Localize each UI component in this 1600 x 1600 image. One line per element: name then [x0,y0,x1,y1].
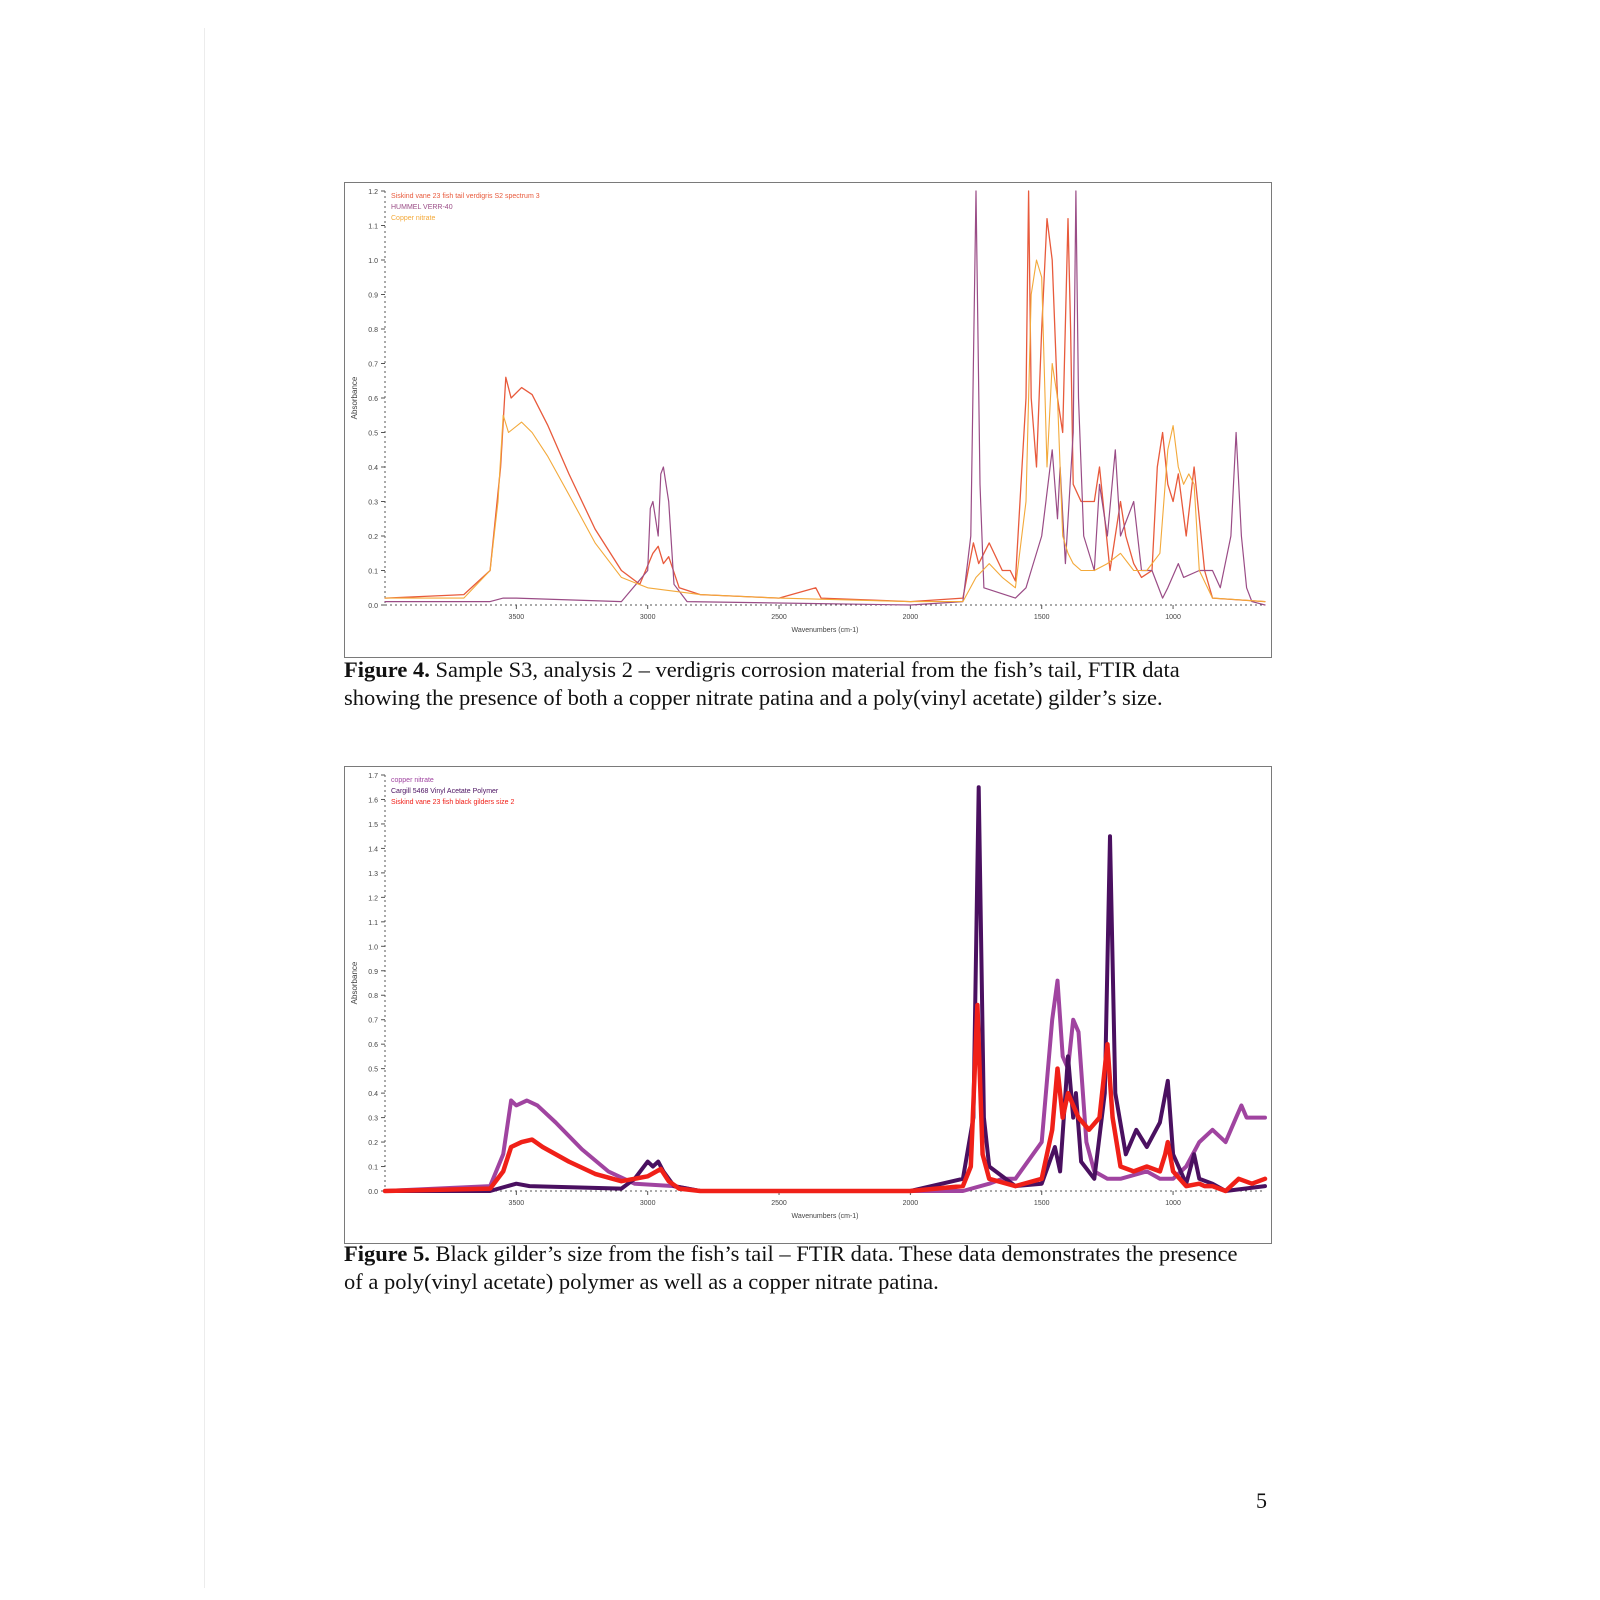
fig5-y-tick-label: 1.2 [368,895,378,902]
fig4-x-tick-label: 3500 [509,614,525,621]
fig5-series-line-3 [382,1002,1268,1194]
fig4-y-tick-label: 0.1 [368,569,378,576]
fig5-y-tick-label: 1.1 [368,920,378,927]
fig4-legend-entry-3: Copper nitrate [391,215,435,222]
fig5-y-tick-label: 0.7 [368,1018,378,1025]
fig4-x-tick-label: 1000 [1165,614,1181,621]
figure-4-caption-text: Sample S3, analysis 2 – verdigris corros… [344,657,1180,710]
figure-5-chart: 0.0 0.1 0.2 0.3 0.4 0.5 0.6 0.7 0.8 0.9 1.0 1.1 1.2 1… [344,766,1272,1244]
fig4-series-line-2 [384,190,1266,606]
fig5-y-tick-label: 1.6 [368,797,378,804]
fig5-y-tick-label: 0.2 [368,1140,378,1147]
fig5-x-axis-label: Wavenumbers (cm-1) [791,1213,858,1220]
fig4-series-line-1 [384,190,1266,603]
fig4-y-tick-label: 0.0 [368,603,378,610]
fig4-x-axis-label: Wavenumbers (cm-1) [791,627,858,634]
fig5-x-tick-label: 2000 [903,1200,919,1207]
fig5-y-tick-label: 0.4 [368,1091,378,1098]
page-edge-shadow [204,28,205,1588]
fig4-y-tick-label: 0.7 [368,362,378,369]
fig4-y-tick-label: 1.0 [368,258,378,265]
fig5-y-tick-label: 1.7 [368,773,378,780]
fig5-y-tick-label: 0.6 [368,1042,378,1049]
fig5-x-tick-label: 1000 [1165,1200,1181,1207]
figure-4-caption: Figure 4. Sample S3, analysis 2 – verdig… [344,656,1244,712]
fig4-x-tick-label: 3000 [640,614,656,621]
fig4-legend-entry-1: Siskind vane 23 fish tail verdigris S2 s… [391,193,540,200]
figure-4-caption-label: Figure 4. [344,657,430,682]
fig5-y-tick-label: 0.3 [368,1116,378,1123]
fig5-y-tick-label: 0.0 [368,1189,378,1196]
fig4-x-tick-label: 2500 [771,614,787,621]
figure-5-caption-text: Black gilder’s size from the fish’s tail… [344,1241,1238,1294]
fig4-legend-entry-2: HUMMEL VERR-40 [391,204,453,211]
fig4-series-line-3 [384,259,1266,603]
fig4-y-tick-label: 0.5 [368,431,378,438]
fig5-legend-entry-2: Cargill 5468 Vinyl Acetate Polymer [391,788,499,795]
figure-5-plot: 0.0 0.1 0.2 0.3 0.4 0.5 0.6 0.7 0.8 0.9 1.0 1.1 1.2 1… [350,773,1268,1220]
fig5-legend-entry-1: copper nitrate [391,777,434,784]
fig5-y-tick-label: 1.4 [368,846,378,853]
fig4-y-tick-label: 1.2 [368,189,378,196]
fig4-y-tick-label: 0.8 [368,327,378,334]
fig5-x-tick-label: 2500 [771,1200,787,1207]
fig5-legend-entry-3: Siskind vane 23 fish black gilders size … [391,799,514,806]
figure-5-caption-label: Figure 5. [344,1241,430,1266]
figure-4-plot: 0.0 0.1 0.2 0.3 0.4 0.5 0.6 0.7 0.8 0.9 1.0 1.1 1.2 3… [350,189,1266,634]
fig5-series-line-1 [383,978,1267,1193]
fig4-y-tick-label: 1.1 [368,224,378,231]
fig4-y-tick-label: 0.9 [368,293,378,300]
fig5-y-tick-label: 1.3 [368,871,378,878]
figure-4-chart: 0.0 0.1 0.2 0.3 0.4 0.5 0.6 0.7 0.8 0.9 1.0 1.1 1.2 3… [344,182,1272,658]
fig4-y-tick-label: 0.2 [368,534,378,541]
fig5-y-tick-label: 1.5 [368,822,378,829]
fig5-series-line-2 [383,785,1267,1193]
fig4-y-tick-label: 0.3 [368,500,378,507]
fig5-y-tick-label: 0.1 [368,1165,378,1172]
fig5-x-tick-label: 1500 [1034,1200,1050,1207]
fig5-x-tick-label: 3500 [509,1200,525,1207]
fig4-y-axis-label: Absorbance [350,376,359,419]
figure-5-caption: Figure 5. Black gilder’s size from the f… [344,1240,1244,1296]
fig4-y-tick-label: 0.4 [368,465,378,472]
fig5-y-tick-label: 0.8 [368,993,378,1000]
fig5-y-tick-label: 1.0 [368,944,378,951]
fig4-x-tick-label: 1500 [1034,614,1050,621]
fig4-x-tick-label: 2000 [903,614,919,621]
fig5-y-tick-label: 0.5 [368,1067,378,1074]
fig5-x-tick-label: 3000 [640,1200,656,1207]
fig5-y-axis-label: Absorbance [350,961,359,1004]
fig4-y-tick-label: 0.6 [368,396,378,403]
fig5-y-tick-label: 0.9 [368,969,378,976]
page-number: 5 [1256,1488,1267,1513]
